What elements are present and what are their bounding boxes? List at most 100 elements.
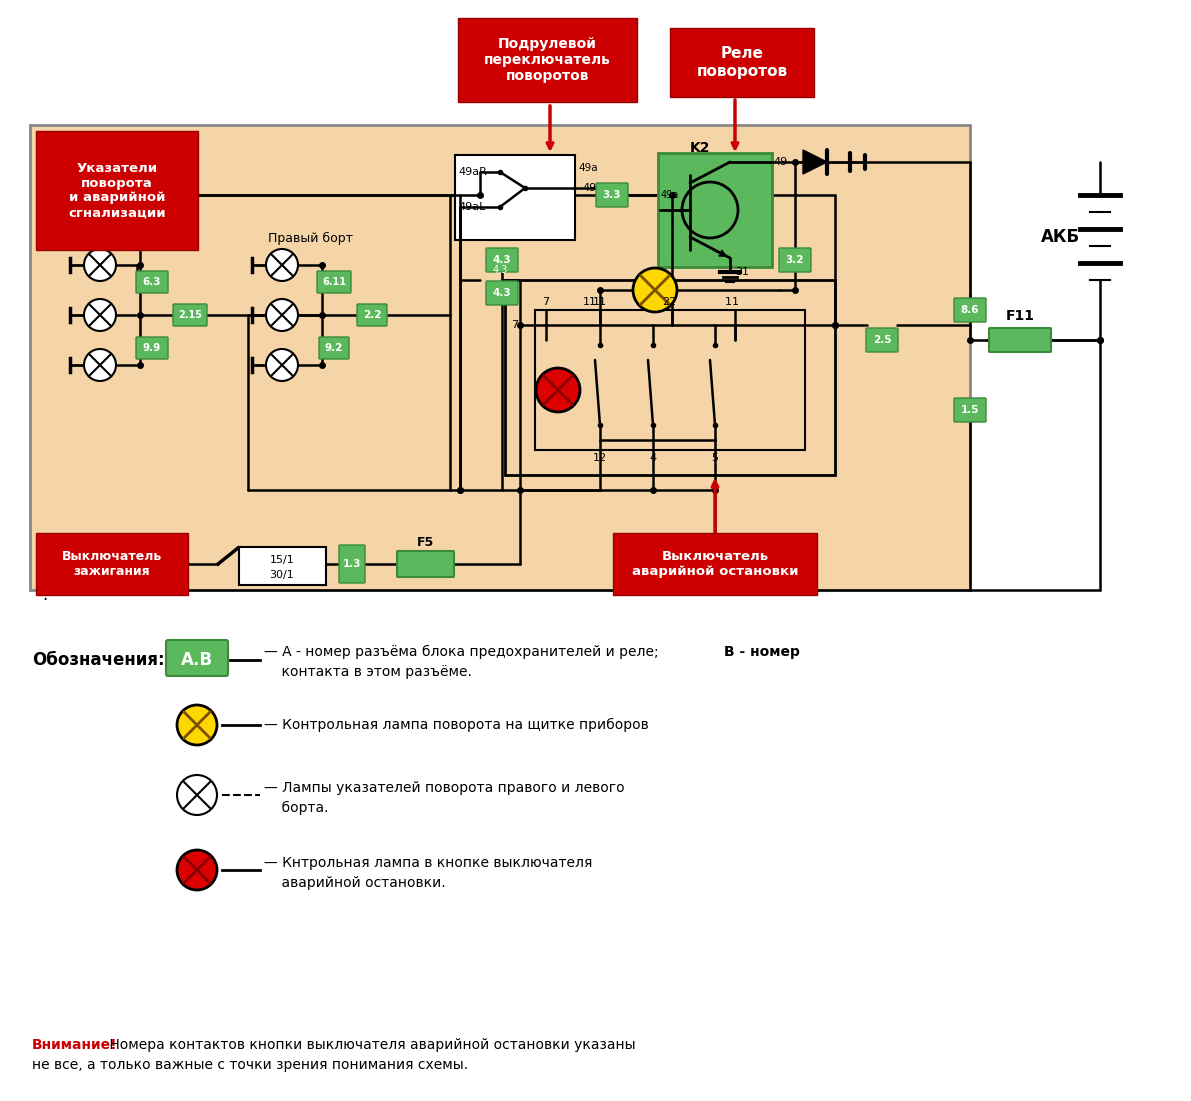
FancyBboxPatch shape <box>989 328 1050 352</box>
FancyBboxPatch shape <box>317 271 351 293</box>
FancyBboxPatch shape <box>36 533 188 595</box>
FancyBboxPatch shape <box>36 131 198 250</box>
FancyBboxPatch shape <box>866 328 898 352</box>
FancyBboxPatch shape <box>136 337 168 359</box>
Text: 2.2: 2.2 <box>363 310 381 320</box>
Text: 11: 11 <box>593 297 607 307</box>
Circle shape <box>266 299 298 331</box>
FancyBboxPatch shape <box>657 153 772 268</box>
Text: 49: 49 <box>773 157 787 167</box>
Circle shape <box>177 850 217 890</box>
FancyBboxPatch shape <box>455 155 575 240</box>
FancyBboxPatch shape <box>30 126 969 590</box>
Circle shape <box>536 368 580 412</box>
Text: Выключатель
аварийной остановки: Выключатель аварийной остановки <box>631 550 798 578</box>
Text: 1.3: 1.3 <box>343 559 361 569</box>
FancyBboxPatch shape <box>954 298 986 321</box>
Text: Внимание!: Внимание! <box>32 1038 118 1051</box>
Text: 2.15: 2.15 <box>177 310 202 320</box>
Text: 6.3: 6.3 <box>143 277 161 287</box>
Text: 3.2: 3.2 <box>786 255 804 265</box>
Text: 4: 4 <box>649 453 656 464</box>
FancyBboxPatch shape <box>319 337 349 359</box>
FancyBboxPatch shape <box>173 304 207 326</box>
Text: Выключатель
зажигания: Выключатель зажигания <box>62 550 162 578</box>
FancyBboxPatch shape <box>954 397 986 422</box>
Text: 5: 5 <box>711 453 718 464</box>
FancyBboxPatch shape <box>671 28 813 97</box>
Text: 2: 2 <box>668 297 675 307</box>
Circle shape <box>177 775 217 815</box>
FancyBboxPatch shape <box>459 18 637 102</box>
FancyBboxPatch shape <box>505 280 835 475</box>
Text: 31: 31 <box>735 268 749 277</box>
Text: контакта в этом разъёме.: контакта в этом разъёме. <box>264 665 472 679</box>
Text: 30/1: 30/1 <box>269 570 294 580</box>
Text: 49aL: 49aL <box>459 201 486 212</box>
Text: Номера контактов кнопки выключателя аварийной остановки указаны: Номера контактов кнопки выключателя авар… <box>105 1038 636 1051</box>
Circle shape <box>266 249 298 281</box>
FancyBboxPatch shape <box>596 183 628 207</box>
Text: 49a: 49a <box>582 183 603 193</box>
FancyBboxPatch shape <box>136 271 168 293</box>
Text: 9.9: 9.9 <box>143 344 161 353</box>
Text: 49a: 49a <box>661 190 679 200</box>
Text: Левый борт: Левый борт <box>89 231 167 244</box>
Text: 3.3: 3.3 <box>603 190 622 200</box>
Text: аварийной остановки.: аварийной остановки. <box>264 876 445 890</box>
Text: 6.11: 6.11 <box>322 277 347 287</box>
Text: Указатели
поворота
и аварийной
сгнализации: Указатели поворота и аварийной сгнализац… <box>68 162 166 219</box>
Text: 2.5: 2.5 <box>873 335 891 345</box>
Circle shape <box>85 249 116 281</box>
Text: не все, а только важные с точки зрения понимания схемы.: не все, а только важные с точки зрения п… <box>32 1058 468 1072</box>
Text: Реле
поворотов: Реле поворотов <box>697 46 787 78</box>
Text: 49a: 49a <box>578 163 598 173</box>
FancyBboxPatch shape <box>486 248 518 272</box>
Text: K2: K2 <box>690 141 710 155</box>
Circle shape <box>85 349 116 381</box>
Text: 12: 12 <box>593 453 607 464</box>
Text: 7: 7 <box>542 297 549 307</box>
Text: F5: F5 <box>417 535 434 548</box>
Text: Подрулевой
переключатель
поворотов: Подрулевой переключатель поворотов <box>484 36 611 84</box>
Text: ·: · <box>43 591 48 609</box>
Text: A.B: A.B <box>181 651 213 669</box>
Text: 4.3: 4.3 <box>493 288 511 298</box>
FancyBboxPatch shape <box>613 533 817 595</box>
Text: — Контрольная лампа поворота на щитке приборов: — Контрольная лампа поворота на щитке пр… <box>264 718 649 732</box>
Text: борта.: борта. <box>264 800 329 815</box>
Text: 9.2: 9.2 <box>325 344 343 353</box>
FancyBboxPatch shape <box>357 304 387 326</box>
FancyBboxPatch shape <box>535 310 805 450</box>
Circle shape <box>177 705 217 745</box>
Circle shape <box>266 349 298 381</box>
FancyBboxPatch shape <box>779 248 811 272</box>
Text: 2: 2 <box>662 297 669 307</box>
Text: 15/1: 15/1 <box>269 555 294 565</box>
FancyBboxPatch shape <box>397 550 454 577</box>
Text: — Кнтрольная лампа в кнопке выключателя: — Кнтрольная лампа в кнопке выключателя <box>264 855 592 870</box>
Text: 4.3: 4.3 <box>493 255 511 265</box>
Text: F11: F11 <box>1005 309 1035 323</box>
Text: 1: 1 <box>725 297 732 307</box>
Text: АКБ: АКБ <box>1041 228 1079 246</box>
Circle shape <box>632 268 676 312</box>
Text: — A - номер разъёма блока предохранителей и реле;: — A - номер разъёма блока предохранителе… <box>264 645 663 659</box>
FancyBboxPatch shape <box>486 281 518 305</box>
Text: 49aR: 49aR <box>459 167 487 177</box>
Text: 11: 11 <box>584 297 597 307</box>
Text: 4.3: 4.3 <box>492 265 507 275</box>
Text: Правый борт: Правый борт <box>268 231 353 244</box>
Circle shape <box>85 299 116 331</box>
Text: B - номер: B - номер <box>724 645 800 659</box>
Text: 1.5: 1.5 <box>961 405 979 415</box>
Polygon shape <box>803 150 827 174</box>
Text: 7: 7 <box>511 320 518 330</box>
FancyBboxPatch shape <box>339 545 364 584</box>
Text: Обозначения:: Обозначения: <box>32 651 164 669</box>
Text: — Лампы указателей поворота правого и левого: — Лампы указателей поворота правого и ле… <box>264 781 624 795</box>
Text: 8.6: 8.6 <box>961 305 979 315</box>
FancyBboxPatch shape <box>166 640 227 676</box>
FancyBboxPatch shape <box>239 547 326 585</box>
Text: 1: 1 <box>731 297 738 307</box>
